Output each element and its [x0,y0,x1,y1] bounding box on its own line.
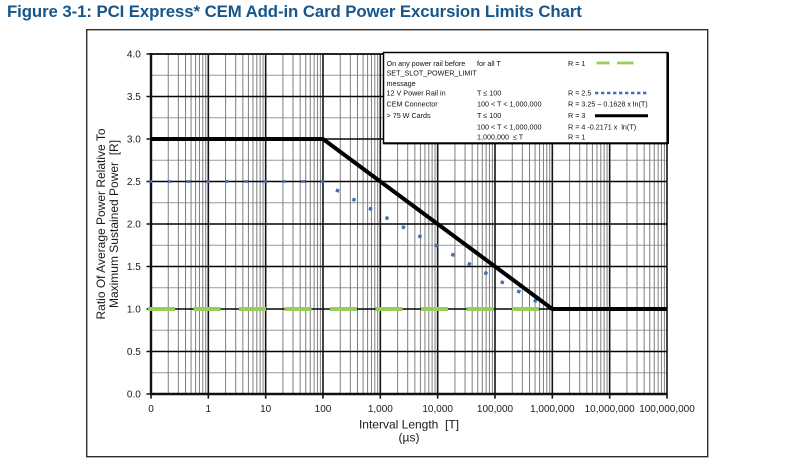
svg-text:Ratio Of Average Power Relativ: Ratio Of Average Power Relative To [94,128,108,319]
svg-text:100 < T < 1,000,000: 100 < T < 1,000,000 [477,100,541,109]
svg-text:1,000,000: 1,000,000 [530,404,575,415]
svg-text:R = 4 -0.2171 x ln(T): R = 4 -0.2171 x ln(T) [568,122,636,131]
svg-text:R = 3.25 – 0.1628 x ln(T): R = 3.25 – 0.1628 x ln(T) [568,100,648,109]
svg-text:0.5: 0.5 [127,347,141,358]
svg-text:R = 1: R = 1 [568,133,585,142]
svg-text:T ≤ 100: T ≤ 100 [477,88,501,97]
svg-text:100 < T < 1,000,000: 100 < T < 1,000,000 [477,122,541,131]
svg-text:1.0: 1.0 [127,305,141,316]
svg-text:100: 100 [315,404,332,415]
svg-text:12 V Power Rail in: 12 V Power Rail in [387,88,446,97]
svg-text:1,000,000 ≤ T: 1,000,000 ≤ T [477,133,524,142]
svg-text:3.0: 3.0 [127,135,141,146]
svg-text:4.0: 4.0 [127,50,141,61]
svg-text:0: 0 [148,404,154,415]
svg-text:R = 3: R = 3 [568,111,585,120]
svg-text:1.5: 1.5 [127,262,141,273]
svg-text:R = 1: R = 1 [568,59,585,68]
svg-text:0.0: 0.0 [127,390,141,401]
svg-text:> 75 W Cards: > 75 W Cards [387,111,432,120]
svg-text:for all T: for all T [477,59,501,68]
svg-text:1,000: 1,000 [368,404,393,415]
svg-text:10,000: 10,000 [422,404,453,415]
svg-text:CEM Connector: CEM Connector [387,100,439,109]
svg-text:R = 2.5: R = 2.5 [568,88,591,97]
svg-text:(µs): (µs) [399,431,420,445]
svg-text:Interval Length [T]: Interval Length [T] [359,418,459,432]
svg-text:100,000,000: 100,000,000 [639,404,695,415]
svg-text:10,000,000: 10,000,000 [585,404,635,415]
svg-text:Figure 3-1: PCI Express* CEM A: Figure 3-1: PCI Express* CEM Add-in Card… [7,2,582,21]
svg-text:T ≤ 100: T ≤ 100 [477,111,501,120]
svg-text:2.5: 2.5 [127,177,141,188]
svg-text:2.0: 2.0 [127,220,141,231]
svg-text:SET_SLOT_POWER_LIMIT: SET_SLOT_POWER_LIMIT [387,68,478,77]
svg-text:On any power rail before: On any power rail before [387,59,466,68]
svg-text:1: 1 [206,404,212,415]
svg-text:message: message [387,79,416,88]
svg-text:3.5: 3.5 [127,92,141,103]
svg-text:100,000: 100,000 [477,404,514,415]
svg-text:10: 10 [260,404,272,415]
svg-text:Maximum Sustained Power [R]: Maximum Sustained Power [R] [107,140,121,308]
